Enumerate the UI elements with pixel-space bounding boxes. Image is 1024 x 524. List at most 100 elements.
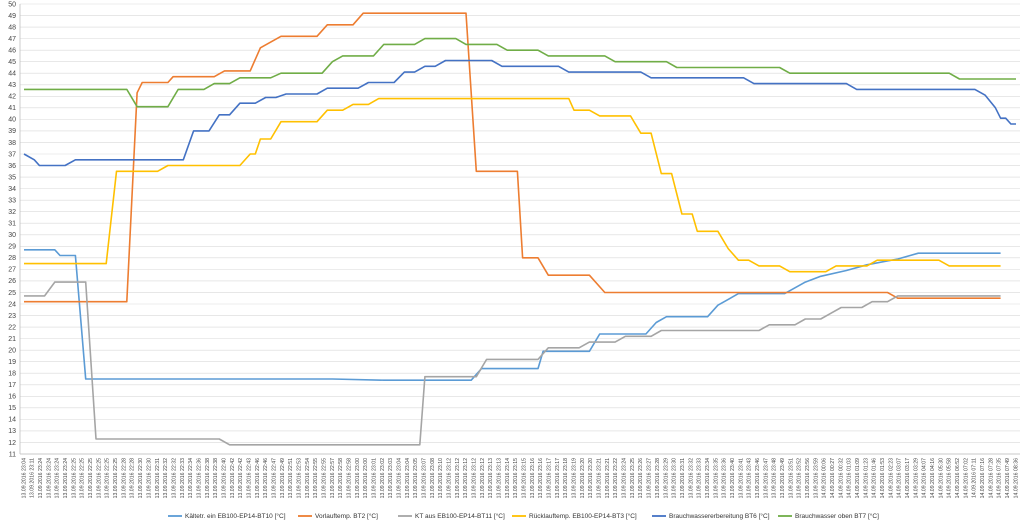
x-tick-label: 13.09.2016 23:49 <box>780 458 786 499</box>
x-tick-label: 13.09.2016 23:24 <box>55 458 61 499</box>
x-tick-label: 14.09.2016 03:17 <box>905 458 911 499</box>
x-tick-label: 13.09.2016 23:12 <box>447 458 453 499</box>
x-tick-label: 13.09.2016 23:28 <box>655 458 661 499</box>
x-tick-label: 13.09.2016 23:20 <box>588 458 594 499</box>
y-tick-label: 14 <box>8 417 16 424</box>
x-tick-label: 13.09.2016 23:16 <box>538 458 544 499</box>
x-tick-label: 14.09.2016 03:07 <box>897 458 903 499</box>
x-tick-label: 14.09.2016 00:27 <box>830 458 836 499</box>
series-line-6 <box>24 37 1016 108</box>
legend-label-5: Brauchwassererbereitung BT6 [°C] <box>669 512 770 520</box>
x-tick-label: 13.09.2016 23:27 <box>647 458 653 499</box>
x-tick-label: 13.09.2016 22:28 <box>121 458 127 499</box>
y-tick-label: 36 <box>8 163 16 170</box>
x-tick-label: 13.09.2016 22:58 <box>338 458 344 499</box>
x-tick-label: 13.09.2016 22:34 <box>188 458 194 499</box>
x-tick-label: 13.09.2016 23:35 <box>713 458 719 499</box>
x-tick-label: 13.09.2016 22:25 <box>88 458 94 499</box>
x-tick-label: 14.09.2016 00:06 <box>822 458 828 499</box>
x-tick-label: 13.09.2016 22:25 <box>80 458 86 499</box>
y-tick-label: 30 <box>8 232 16 239</box>
x-tick-label: 13.09.2016 22:38 <box>213 458 219 499</box>
x-tick-label: 14.09.2016 00:32 <box>838 458 844 499</box>
x-tick-label: 13.09.2016 23:07 <box>422 458 428 499</box>
x-tick-label: 13.09.2016 23:10 <box>438 458 444 499</box>
y-tick-label: 39 <box>8 128 16 135</box>
x-tick-label: 14.09.2016 07:49 <box>1005 458 1011 499</box>
x-tick-label: 13.09.2016 22:42 <box>238 458 244 499</box>
x-tick-label: 13.09.2016 23:25 <box>630 458 636 499</box>
x-tick-label: 13.09.2016 23:24 <box>63 458 69 499</box>
x-tick-label: 13.09.2016 23:41 <box>738 458 744 499</box>
x-tick-label: 13.09.2016 23:33 <box>697 458 703 499</box>
x-tick-label: 13.09.2016 23:04 <box>21 458 27 499</box>
x-tick-label: 13.09.2016 22:46 <box>263 458 269 499</box>
x-tick-label: 13.09.2016 23:40 <box>730 458 736 499</box>
x-tick-label: 13.09.2016 23:05 <box>413 458 419 499</box>
y-tick-label: 35 <box>8 174 16 181</box>
x-tick-label: 13.09.2016 23:02 <box>380 458 386 499</box>
y-tick-label: 24 <box>8 301 16 308</box>
x-tick-label: 13.09.2016 22:53 <box>296 458 302 499</box>
series-line-2 <box>24 12 1001 303</box>
x-tick-label: 13.09.2016 23:52 <box>797 458 803 499</box>
x-axis: 13.09.2016 23:04 13.09.2016 23:11 13.09.20… <box>21 458 1019 499</box>
x-tick-label: 14.09.2016 04:16 <box>930 458 936 499</box>
x-tick-label: 13.09.2016 22:55 <box>313 458 319 499</box>
x-tick-label: 13.09.2016 22:40 <box>221 458 227 499</box>
x-tick-label: 13.09.2016 22:36 <box>196 458 202 499</box>
x-tick-label: 13.09.2016 22:38 <box>205 458 211 499</box>
y-tick-label: 15 <box>8 405 16 412</box>
y-tick-label: 43 <box>8 82 16 89</box>
y-tick-label: 28 <box>8 255 16 262</box>
x-tick-label: 13.09.2016 22:30 <box>138 458 144 499</box>
x-tick-label: 13.09.2016 22:25 <box>105 458 111 499</box>
x-tick-label: 14.09.2016 07:11 <box>972 458 978 498</box>
x-tick-label: 13.09.2016 22:32 <box>171 458 177 499</box>
legend-label-3: KT aus EB100-EP14-BT11 [°C] <box>415 512 505 520</box>
x-tick-label: 14.09.2016 07:16 <box>980 458 986 499</box>
x-tick-label: 13.09.2016 23:14 <box>505 458 511 499</box>
x-tick-label: 13.09.2016 23:32 <box>688 458 694 499</box>
x-tick-label: 13.09.2016 23:48 <box>772 458 778 499</box>
x-tick-label: 13.09.2016 22:42 <box>230 458 236 499</box>
y-tick-label: 20 <box>8 347 16 354</box>
x-tick-label: 14.09.2016 03:29 <box>913 458 919 499</box>
x-tick-label: 13.09.2016 22:54 <box>305 458 311 499</box>
y-tick-label: 29 <box>8 244 16 251</box>
x-tick-label: 13.09.2016 23:56 <box>805 458 811 499</box>
y-tick-label: 11 <box>9 451 16 458</box>
x-tick-label: 13.09.2016 23:12 <box>455 458 461 499</box>
y-tick-label: 34 <box>8 186 16 193</box>
x-tick-label: 13.09.2016 23:29 <box>663 458 669 499</box>
x-tick-label: 13.09.2016 23:13 <box>488 458 494 499</box>
x-tick-label: 13.09.2016 23:00 <box>355 458 361 499</box>
x-tick-label: 13.09.2016 23:13 <box>497 458 503 499</box>
y-tick-label: 16 <box>8 394 16 401</box>
y-tick-label: 32 <box>8 209 16 216</box>
x-tick-label: 13.09.2016 22:30 <box>146 458 152 499</box>
x-tick-label: 14.09.2016 01:09 <box>855 458 861 499</box>
y-tick-label: 47 <box>8 36 16 43</box>
y-tick-label: 17 <box>8 382 16 389</box>
y-tick-label: 37 <box>8 151 16 158</box>
x-tick-label: 13.09.2016 23:19 <box>572 458 578 499</box>
x-tick-label: 14.09.2016 07:28 <box>988 458 994 499</box>
y-tick-label: 22 <box>8 324 16 331</box>
x-tick-label: 13.09.2016 22:31 <box>155 458 161 499</box>
x-tick-label: 13.09.2016 23:22 <box>613 458 619 499</box>
x-tick-label: 14.09.2016 06:52 <box>955 458 961 499</box>
x-tick-label: 14.09.2016 07:35 <box>997 458 1003 499</box>
x-tick-label: 13.09.2016 23:12 <box>463 458 469 499</box>
x-tick-label: 13.09.2016 22:25 <box>113 458 119 499</box>
x-tick-label: 14.09.2016 01:23 <box>863 458 869 499</box>
x-tick-label: 13.09.2016 23:43 <box>747 458 753 499</box>
legend-label-6: Brauchwasser oben BT7 [°C] <box>795 512 879 520</box>
y-tick-label: 44 <box>8 71 16 78</box>
x-tick-label: 14.09.2016 04:07 <box>922 458 928 499</box>
y-tick-label: 23 <box>8 313 16 320</box>
y-tick-label: 50 <box>8 1 16 8</box>
x-tick-label: 14.09.2016 02:23 <box>888 458 894 499</box>
x-tick-label: 14.09.2016 07:02 <box>963 458 969 499</box>
x-tick-label: 13.09.2016 23:08 <box>430 458 436 499</box>
